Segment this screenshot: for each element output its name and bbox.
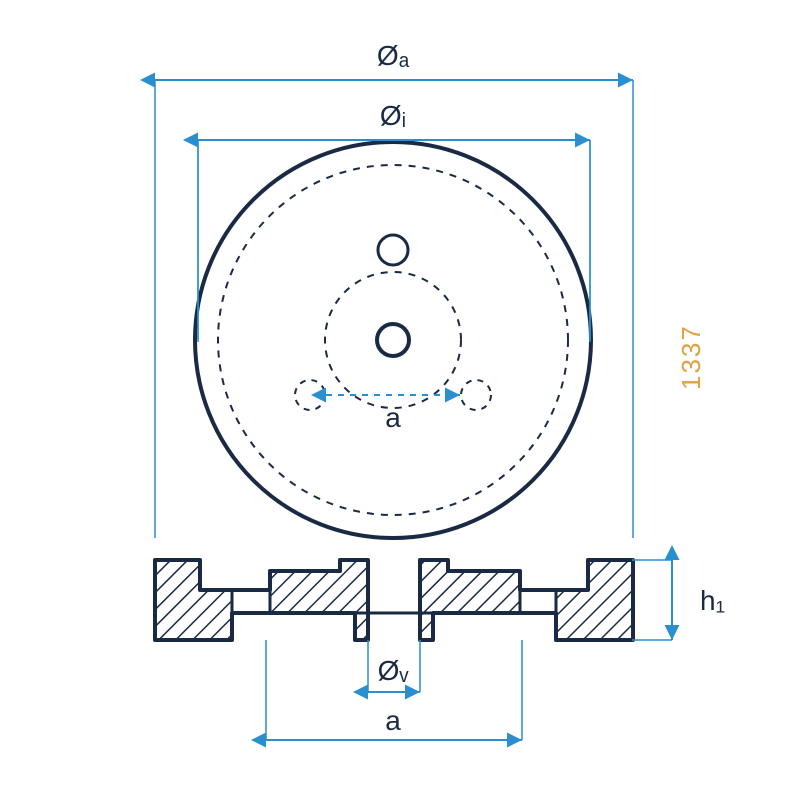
section-hatch-2 <box>556 560 633 640</box>
dim-phi-i-label: Øᵢ <box>380 100 406 131</box>
top-view-bolt-circle <box>325 272 461 408</box>
top-view-outer-circle <box>195 142 591 538</box>
watermark: 1337 <box>676 324 706 390</box>
dim-a-bottom-label: a <box>385 705 401 736</box>
top-view-hole-0 <box>378 235 408 265</box>
dim-phi-v-label: Øᵥ <box>378 655 410 686</box>
section-hatch-0 <box>155 560 232 640</box>
top-view-center-hole <box>377 324 409 356</box>
dim-a-top-label: a <box>385 402 401 433</box>
dim-phi-a-label: Øₐ <box>377 40 410 71</box>
top-view-hole-1 <box>295 380 325 410</box>
dim-h1-label: h₁ <box>700 585 725 616</box>
top-view-inner-dashed-circle <box>218 165 568 515</box>
top-view-hole-2 <box>461 380 491 410</box>
